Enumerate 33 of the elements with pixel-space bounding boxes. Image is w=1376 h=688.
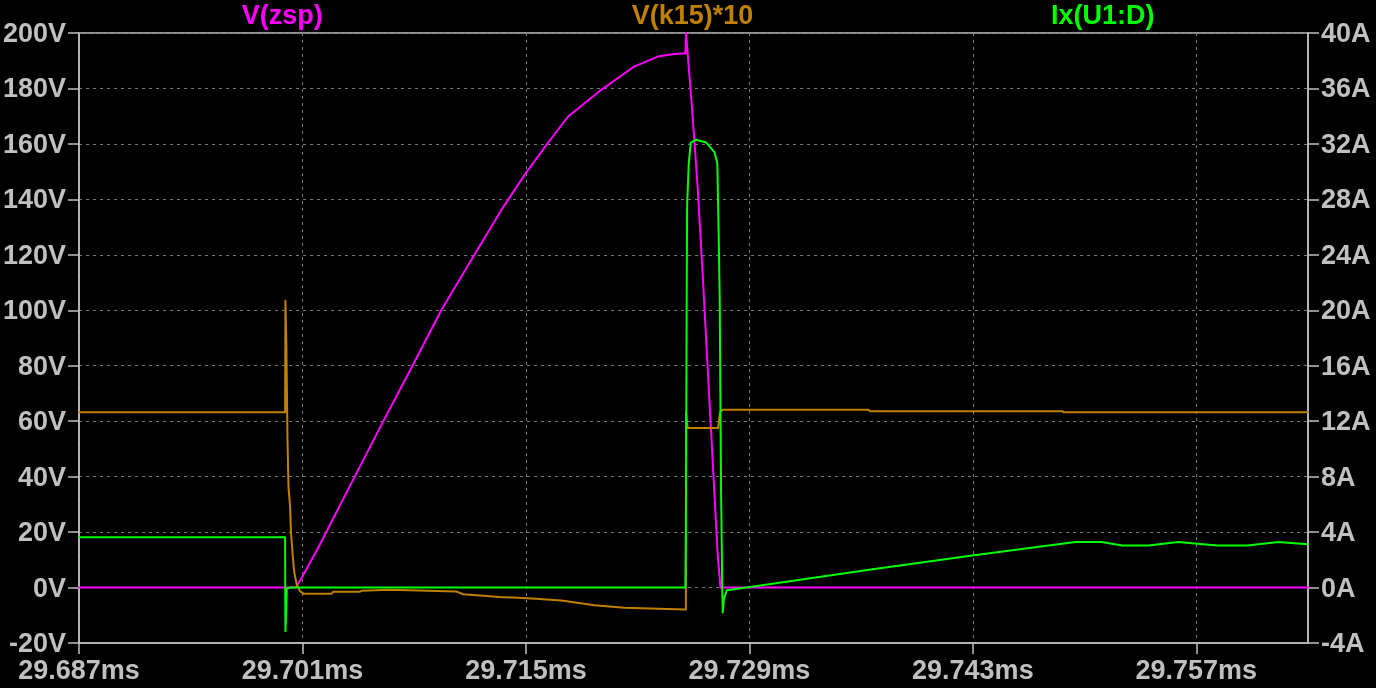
text: Ix(U1:D) bbox=[1051, 0, 1155, 30]
y-tick-label: 100V bbox=[2, 295, 67, 326]
y-tick-label: 140V bbox=[2, 184, 67, 215]
y2-tick-label: 12A bbox=[1321, 406, 1371, 437]
y2-tick-label: 28A bbox=[1321, 184, 1371, 215]
y2-tick-label: 24A bbox=[1321, 239, 1371, 270]
y2-tick-label: 16A bbox=[1321, 350, 1371, 381]
y2-tick-label: 8A bbox=[1321, 461, 1356, 492]
y-tick-label: 60V bbox=[18, 406, 67, 437]
y2-tick-label: 0A bbox=[1321, 572, 1356, 603]
y2-tick-label: 36A bbox=[1321, 73, 1371, 104]
y-tick-label: 80V bbox=[18, 350, 67, 381]
line-series bbox=[78, 299, 1309, 611]
y2-tick-label: -4A bbox=[1321, 628, 1365, 658]
y-tick-label: 200V bbox=[2, 18, 67, 48]
x-tick-label: 29.757ms bbox=[1135, 654, 1258, 685]
line-series bbox=[78, 138, 1309, 633]
x-tick-label: 29.701ms bbox=[241, 654, 364, 685]
y2-tick-label: 32A bbox=[1321, 128, 1371, 159]
y-tick-label: 40V bbox=[18, 461, 67, 492]
y-tick-label: 120V bbox=[2, 239, 67, 270]
y2-tick-label: 4A bbox=[1321, 517, 1356, 548]
y-tick-label: 20V bbox=[18, 517, 67, 548]
x-tick-label: 29.743ms bbox=[912, 654, 1034, 685]
y2-tick-label: 20A bbox=[1321, 295, 1371, 326]
x-tick-label: 29.729ms bbox=[688, 654, 811, 685]
y-tick-label: 0V bbox=[33, 572, 67, 603]
y-tick-label: 180V bbox=[2, 73, 67, 104]
x-tick-label: 29.715ms bbox=[465, 654, 587, 685]
y2-tick-label: 40A bbox=[1321, 18, 1371, 48]
text: V(k15)*10 bbox=[631, 0, 754, 30]
text: V(zsp) bbox=[241, 0, 323, 30]
y-tick-label: 160V bbox=[2, 128, 67, 159]
